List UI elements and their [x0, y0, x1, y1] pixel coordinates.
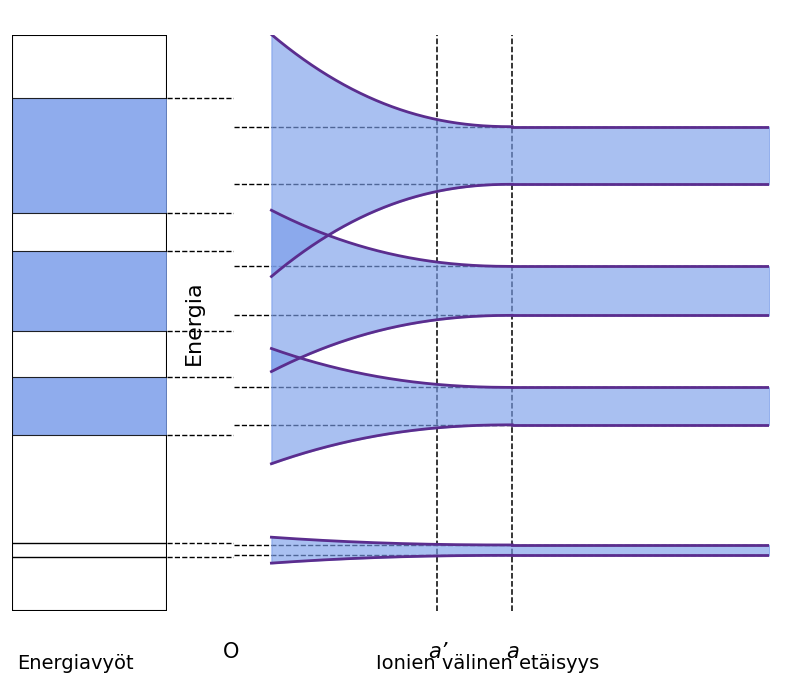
Text: O: O: [223, 642, 239, 662]
Bar: [12, 377, 167, 435]
Text: a’: a’: [427, 642, 447, 662]
Bar: [12, 250, 167, 331]
Text: Energiavyöt: Energiavyöt: [17, 654, 134, 673]
Bar: [12, 98, 167, 213]
Text: Energia: Energia: [184, 280, 204, 365]
Text: Ionien välinen etäisyys: Ionien välinen etäisyys: [376, 654, 600, 673]
Text: a: a: [506, 642, 519, 662]
